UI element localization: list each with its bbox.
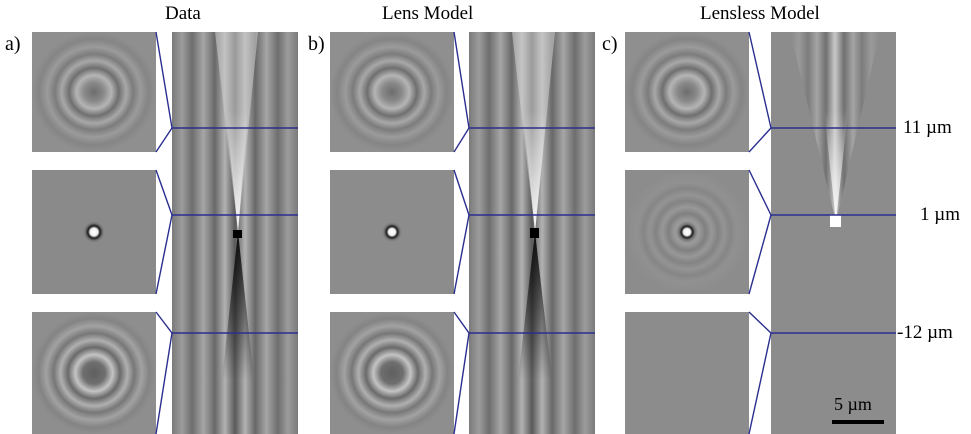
panel-title-lensless-model: Lensless Model	[700, 3, 820, 24]
panel-label-a: a)	[5, 33, 21, 55]
lens-model-focal-spot	[382, 222, 402, 242]
panel-label-c: c)	[602, 33, 618, 55]
panel-title-data: Data	[165, 3, 201, 24]
guide-lines	[155, 31, 896, 434]
panel-a	[32, 32, 298, 434]
panel-label-b: b)	[308, 33, 325, 55]
plane-label-top: 11 µm	[903, 117, 952, 138]
panel-title-lens-model: Lens Model	[382, 3, 474, 24]
data-image-bottom	[32, 312, 156, 434]
plane-label-middle: 1 µm	[920, 204, 960, 225]
lensless-model-focal-spot	[677, 222, 697, 242]
lensless-model-image-top	[625, 32, 749, 152]
plane-label-bottom: -12 µm	[897, 322, 953, 343]
data-image-top	[32, 32, 156, 152]
lens-model-image-bottom	[330, 312, 454, 434]
scale-bar	[832, 420, 884, 424]
lens-model-image-top	[330, 32, 454, 152]
panel-c	[625, 32, 896, 434]
lens-model-cross-section	[469, 32, 595, 434]
data-focal-spot	[83, 221, 105, 243]
lensless-model-cross-section	[771, 32, 896, 434]
lensless-model-image-bottom	[625, 312, 749, 434]
scale-bar-label: 5 µm	[834, 394, 872, 414]
data-cross-section	[172, 32, 298, 434]
panel-b	[330, 32, 595, 434]
